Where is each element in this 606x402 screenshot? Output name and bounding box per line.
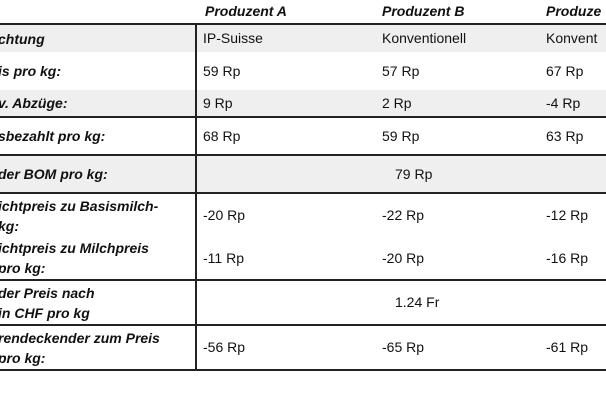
header-produzent-a: Produzent A xyxy=(205,3,287,19)
row-label-line: v. Abzüge: xyxy=(0,95,68,111)
table-cell: IP-Suisse xyxy=(203,30,263,46)
row-label-line: sbezahlt pro kg: xyxy=(0,128,106,144)
table-cell: 68 Rp xyxy=(203,127,241,144)
table-cell: -22 Rp xyxy=(382,207,425,223)
table-row: v. Abzüge: 9 Rp 2 Rp -4 Rp xyxy=(0,90,606,116)
table-cell: 63 Rp xyxy=(546,127,584,144)
row-label-line: in CHF pro kg xyxy=(0,304,90,321)
row-label: der Preis nach in CHF pro kg xyxy=(0,283,95,323)
row-label: sbezahlt pro kg: xyxy=(0,126,105,146)
header-produzent-c: Produze xyxy=(546,3,602,19)
table-cell: 9 Rp xyxy=(203,94,233,111)
row-label: chtung xyxy=(0,29,45,49)
table-row: der BOM pro kg: 79 Rp xyxy=(0,154,606,192)
table-cell: Konvent xyxy=(546,30,598,46)
row-label-line: der Preis nach xyxy=(0,284,95,301)
row-label-line: ichtpreis zu Milchpreis xyxy=(0,240,149,256)
row-label-line: pro kg: xyxy=(0,349,46,366)
table-row: sbezahlt pro kg: 68 Rp 59 Rp 63 Rp xyxy=(0,116,606,154)
header-produzent-b: Produzent B xyxy=(382,3,465,19)
table-cell: 67 Rp xyxy=(546,62,584,79)
table-row: ichtpreis zu Basismilch- kg: -20 Rp -22 Rp… xyxy=(0,192,606,237)
table-cell: -12 Rp xyxy=(546,207,589,223)
table-cell: -16 Rp xyxy=(546,249,589,266)
table-cell: -56 Rp xyxy=(203,339,246,355)
column-divider xyxy=(195,23,197,369)
table-cell: -65 Rp xyxy=(382,339,425,355)
table-row: is pro kg: 59 Rp 57 Rp 67 Rp xyxy=(0,52,606,90)
row-label: der BOM pro kg: xyxy=(0,164,108,184)
table-cell: 2 Rp xyxy=(382,94,412,111)
table-cell: -20 Rp xyxy=(382,249,425,266)
row-label: is pro kg: xyxy=(0,61,61,81)
row-label-line: pro kg: xyxy=(0,260,46,276)
row-label-line: is pro kg: xyxy=(0,63,62,79)
table-row: chtung IP-Suisse Konventionell Konvent xyxy=(0,25,606,52)
table-cell: -11 Rp xyxy=(203,249,244,266)
table-cell: 59 Rp xyxy=(203,62,241,79)
row-label: ichtpreis zu Basismilch- kg: xyxy=(0,196,158,236)
row-label-line: ichtpreis zu Basismilch- xyxy=(0,197,159,214)
merged-cell: 79 Rp xyxy=(395,165,433,182)
comparison-table: chtung IP-Suisse Konventionell Konvent is pr… xyxy=(0,23,606,371)
table-cell: Konventionell xyxy=(382,30,467,46)
table-cell: -4 Rp xyxy=(546,94,581,111)
row-label: rendeckender zum Preis pro kg: xyxy=(0,328,160,368)
table-row: ichtpreis zu Milchpreis pro kg: -11 Rp -20 … xyxy=(0,237,606,279)
row-label: ichtpreis zu Milchpreis pro kg: xyxy=(0,238,149,278)
row-label-line: rendeckender zum Preis xyxy=(0,329,160,346)
table-cell: -20 Rp xyxy=(203,207,246,223)
table-cell: 59 Rp xyxy=(382,127,420,144)
table-cell: 57 Rp xyxy=(382,62,420,79)
table-row: der Preis nach in CHF pro kg 1.24 Fr xyxy=(0,279,606,324)
table-cell: -61 Rp xyxy=(546,339,589,355)
row-label: v. Abzüge: xyxy=(0,93,68,113)
merged-cell: 1.24 Fr xyxy=(395,294,440,310)
row-label-line: kg: xyxy=(0,217,19,234)
table-row: rendeckender zum Preis pro kg: -56 Rp -65 R… xyxy=(0,324,606,369)
row-label-line: der BOM pro kg: xyxy=(0,166,108,182)
row-label-line: chtung xyxy=(0,30,45,47)
